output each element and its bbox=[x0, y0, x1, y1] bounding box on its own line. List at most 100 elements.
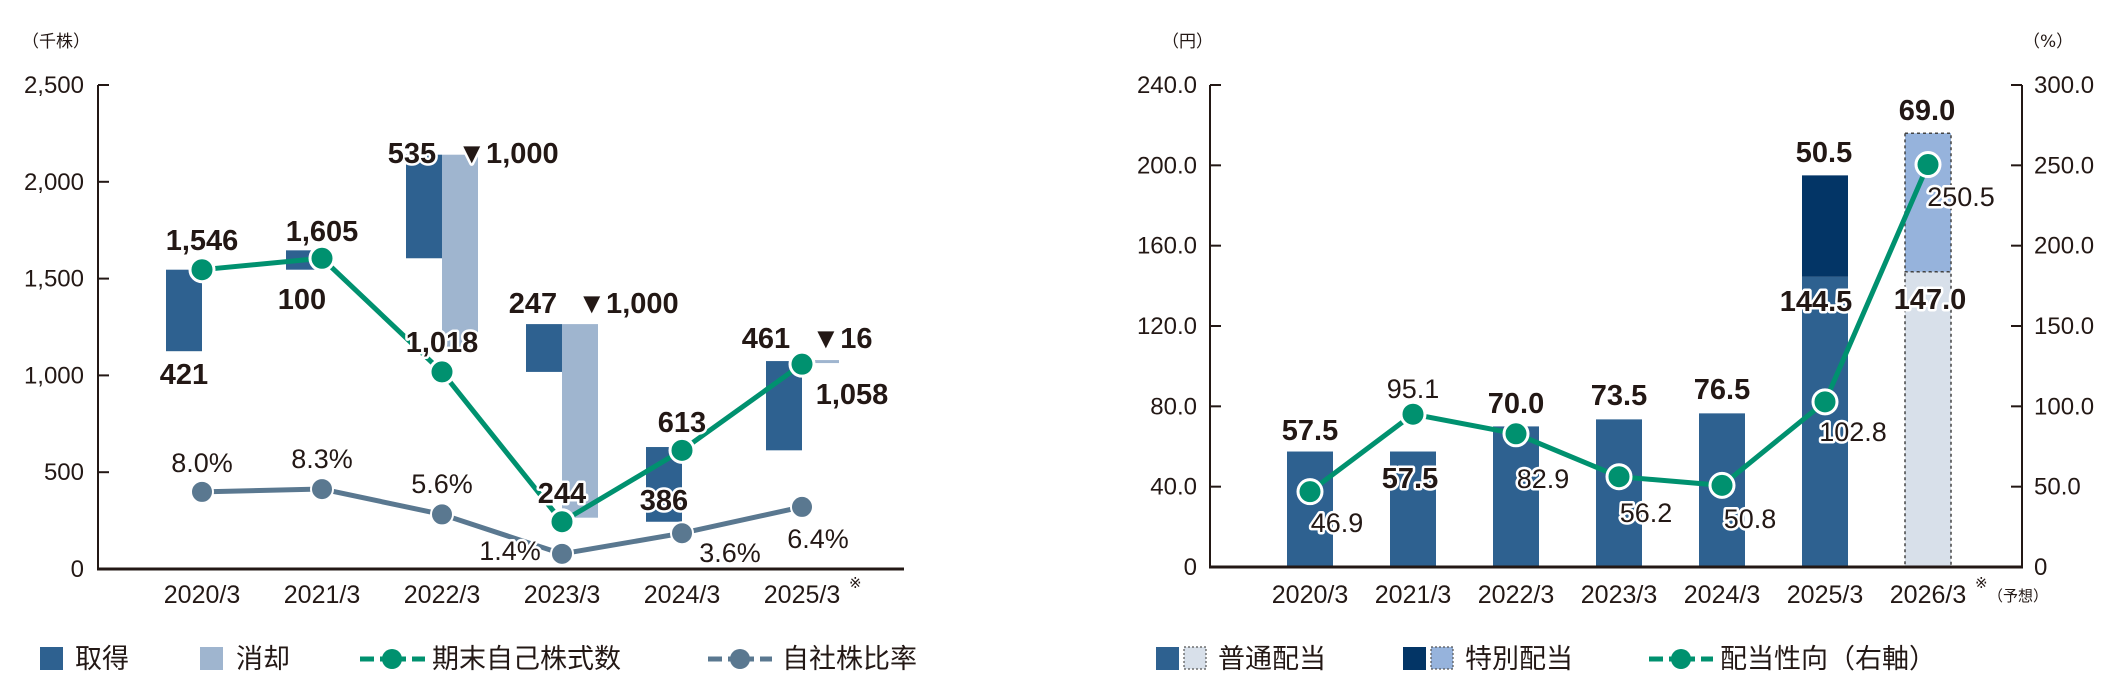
x-category-label: 2022/3 bbox=[1478, 581, 1554, 609]
line-marker-teal-icon bbox=[1649, 649, 1713, 669]
y-tick-label-right: 250.0 bbox=[2034, 152, 2094, 179]
y-tick-label-left: 160.0 bbox=[1137, 233, 1197, 260]
right-legend: 普通配当 特別配当 配当性向（右軸） bbox=[1156, 644, 1936, 675]
value-label: 56.2 bbox=[1620, 498, 1673, 528]
ordinary-dividend-bar bbox=[1493, 426, 1539, 567]
payout-ratio-point[interactable] bbox=[1914, 151, 1942, 179]
value-label: ▼16 bbox=[812, 323, 873, 355]
payout-ratio-point[interactable] bbox=[1296, 478, 1324, 506]
y-tick-label-right: 300.0 bbox=[2034, 72, 2094, 99]
treasury-ratio-point[interactable] bbox=[550, 541, 574, 566]
payout-ratio-point[interactable] bbox=[1605, 463, 1633, 491]
value-label: 57.5 bbox=[1282, 415, 1338, 447]
treasury-ratio-point[interactable] bbox=[190, 479, 214, 504]
value-label: 247 bbox=[509, 288, 557, 320]
value-label: 50.8 bbox=[1724, 504, 1777, 534]
acquisition-swatch-icon bbox=[40, 647, 63, 670]
x-category-label: 2023/3 bbox=[1581, 581, 1657, 609]
x-category-label: 2025/3 bbox=[764, 581, 840, 609]
value-label: 102.8 bbox=[1819, 417, 1887, 447]
value-label: 144.5 bbox=[1780, 286, 1853, 318]
treasury-ratio-point[interactable] bbox=[670, 521, 694, 546]
value-label: 46.9 bbox=[1311, 508, 1364, 538]
left-y-axis-ticks: 0 500 1,000 1,500 2,000 2,500 bbox=[24, 72, 109, 583]
cancellation-bar bbox=[562, 324, 598, 518]
cancellation-bar bbox=[442, 154, 478, 349]
line-marker-teal-icon bbox=[360, 649, 425, 669]
note-mark: ※ bbox=[849, 574, 862, 592]
treasury-shares-point[interactable] bbox=[428, 358, 456, 386]
ordinary-forecast-swatch-icon bbox=[1183, 646, 1207, 670]
legend-label-treasury-shares: 期末自己株式数 bbox=[432, 644, 621, 675]
legend-item-special[interactable]: 特別配当 bbox=[1403, 644, 1573, 675]
ordinary-dividend-bar bbox=[1596, 419, 1642, 567]
cancellation-swatch-icon bbox=[200, 647, 223, 670]
payout-ratio-point[interactable] bbox=[1811, 388, 1839, 416]
legend-item-acquisition[interactable]: 取得 bbox=[40, 644, 129, 675]
x-category-label: 2021/3 bbox=[284, 581, 360, 609]
value-label: 5.6% bbox=[411, 469, 473, 499]
ordinary-dividend-bar bbox=[1390, 451, 1436, 567]
acquisition-bar bbox=[406, 154, 442, 259]
legend-item-payout[interactable]: 配当性向（右軸） bbox=[1649, 644, 1936, 675]
right-x-axis-categories: 2020/3 2021/3 2022/3 2023/3 2024/3 2025/3 2026… bbox=[1272, 574, 2048, 609]
cancellation-bar bbox=[815, 360, 839, 364]
value-label: 535 bbox=[388, 138, 436, 170]
x-category-label: 2020/3 bbox=[164, 581, 240, 609]
y-tick-label-left: 200.0 bbox=[1137, 152, 1197, 179]
y-tick-label-left: 80.0 bbox=[1150, 393, 1197, 420]
payout-ratio-point[interactable] bbox=[1502, 420, 1530, 448]
value-label: 82.9 bbox=[1517, 464, 1570, 494]
payout-ratio-point[interactable] bbox=[1708, 471, 1736, 499]
x-category-label: 2024/3 bbox=[1684, 581, 1760, 609]
y-tick-label-left: 0 bbox=[1184, 554, 1197, 581]
legend-item-cancellation[interactable]: 消却 bbox=[200, 644, 290, 675]
right-value-labels: 57.5 57.5 70.0 73.5 76.5 144.5 147.0 50.5 69.0 46… bbox=[1279, 93, 1997, 541]
legend-label-special: 特別配当 bbox=[1465, 644, 1573, 675]
x-category-label: 2026/3 bbox=[1890, 581, 1966, 609]
legend-label-cancellation: 消却 bbox=[236, 644, 290, 675]
value-label: 8.0% bbox=[171, 448, 233, 478]
forecast-label: （予想） bbox=[1988, 587, 2048, 605]
legend-item-treasury-ratio[interactable]: 自社株比率 bbox=[708, 644, 917, 675]
treasury-shares-point[interactable] bbox=[668, 436, 696, 464]
ordinary-dividend-bar bbox=[1802, 276, 1848, 567]
value-label: 1,018 bbox=[406, 327, 479, 359]
value-label: 95.1 bbox=[1387, 374, 1440, 404]
treasury-ratio-point[interactable] bbox=[310, 477, 334, 502]
value-label: ▼1,000 bbox=[577, 288, 678, 320]
value-label: 613 bbox=[658, 407, 706, 439]
left-unit-label: （千株） bbox=[22, 32, 90, 52]
legend-label-treasury-ratio: 自社株比率 bbox=[782, 644, 917, 675]
left-x-axis-categories: 2020/3 2021/3 2022/3 2023/3 2024/3 2025/3 ※ bbox=[164, 574, 862, 609]
x-category-label: 2020/3 bbox=[1272, 581, 1348, 609]
treasury-shares-point[interactable] bbox=[188, 256, 216, 284]
legend-label-payout: 配当性向（右軸） bbox=[1720, 644, 1936, 675]
treasury-shares-point[interactable] bbox=[548, 508, 576, 536]
y-tick-label-right: 0 bbox=[2034, 554, 2047, 581]
payout-ratio-point[interactable] bbox=[1399, 400, 1427, 428]
value-label: 386 bbox=[640, 485, 688, 517]
y-tick-label-right: 150.0 bbox=[2034, 313, 2094, 340]
legend-item-treasury-shares[interactable]: 期末自己株式数 bbox=[360, 644, 621, 675]
y-tick-label-left: 40.0 bbox=[1150, 474, 1197, 501]
treasury-ratio-point[interactable] bbox=[430, 502, 454, 527]
treasury-ratio-point[interactable] bbox=[790, 494, 814, 519]
treasury-shares-point[interactable] bbox=[308, 244, 336, 272]
value-label: 6.4% bbox=[787, 524, 849, 554]
y-tick-label-left: 240.0 bbox=[1137, 72, 1197, 99]
value-label: 461 bbox=[742, 323, 790, 355]
value-label: 69.0 bbox=[1899, 95, 1955, 127]
ordinary-dividend-bar bbox=[1287, 451, 1333, 567]
ordinary-swatch-icon bbox=[1156, 647, 1179, 670]
x-category-label: 2022/3 bbox=[404, 581, 480, 609]
legend-item-ordinary[interactable]: 普通配当 bbox=[1156, 644, 1326, 675]
treasury-shares-point[interactable] bbox=[788, 350, 816, 378]
x-category-label: 2023/3 bbox=[524, 581, 600, 609]
value-label: 147.0 bbox=[1894, 284, 1967, 316]
value-label: 421 bbox=[160, 359, 208, 391]
line-marker-gray-icon bbox=[708, 649, 772, 669]
value-label: 244 bbox=[538, 478, 586, 510]
